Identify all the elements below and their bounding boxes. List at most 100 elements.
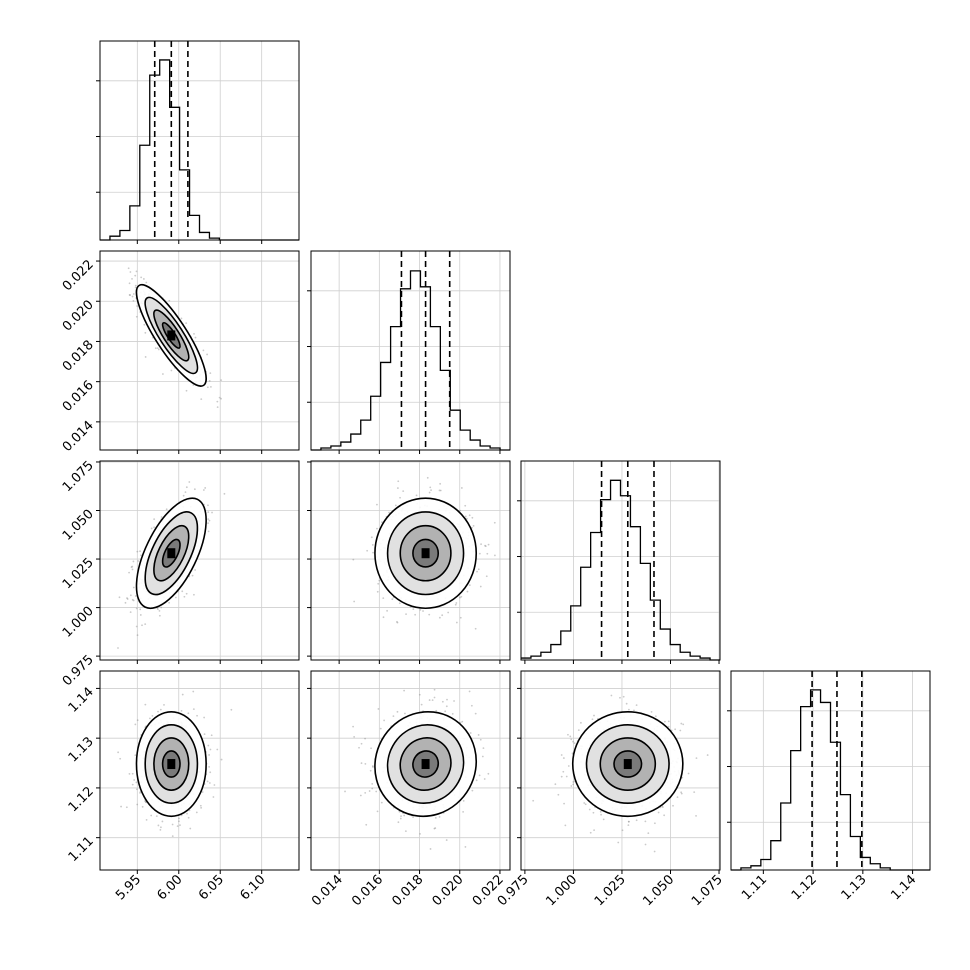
sample-point	[695, 814, 697, 817]
sample-point	[131, 783, 134, 786]
histogram-step	[521, 479, 720, 661]
sample-point	[206, 386, 209, 389]
sample-point	[230, 708, 233, 711]
sample-point	[554, 783, 557, 786]
sample-point	[487, 772, 490, 775]
sample-point	[184, 491, 187, 494]
density-peak	[421, 548, 430, 559]
sample-point	[560, 775, 563, 778]
sample-point	[370, 747, 372, 750]
sample-point	[622, 695, 625, 698]
histogram-step	[731, 689, 930, 871]
sample-point	[431, 699, 434, 702]
sample-point	[466, 517, 468, 520]
sample-point	[199, 804, 202, 807]
sample-point	[170, 369, 173, 372]
sample-point	[654, 715, 657, 718]
sample-point	[391, 598, 394, 601]
sample-point	[133, 779, 136, 781]
sample-point	[429, 486, 432, 489]
sample-point	[392, 715, 395, 718]
sample-point	[627, 820, 630, 823]
sample-point	[353, 600, 356, 603]
sample-point	[209, 748, 212, 751]
sample-point	[397, 480, 400, 483]
sample-point	[181, 693, 184, 696]
sample-point	[376, 527, 378, 530]
y-tick-label: 1.000	[60, 604, 97, 641]
sample-point	[150, 814, 153, 817]
sample-point	[422, 610, 424, 612]
sample-point	[136, 305, 138, 307]
sample-point	[131, 277, 133, 280]
sample-point	[185, 389, 188, 392]
sample-point	[371, 782, 374, 785]
sample-point	[380, 801, 383, 804]
sample-point	[381, 521, 383, 524]
x-tick-label: 0.020	[430, 872, 467, 909]
sample-point	[563, 802, 565, 805]
y-tick-label: 1.075	[60, 458, 97, 495]
panel-border	[99, 40, 300, 241]
sample-point	[209, 372, 212, 375]
sample-point	[145, 818, 148, 821]
x-tick-label: 1.000	[543, 872, 580, 909]
sample-point	[156, 608, 159, 611]
sample-point	[160, 606, 163, 609]
sample-point	[433, 827, 436, 830]
y-tick-label: 1.025	[60, 555, 97, 592]
panel-border	[99, 670, 300, 871]
x-tick-label: 6.00	[155, 872, 186, 903]
sample-point	[415, 494, 418, 497]
sample-point	[196, 714, 198, 717]
sample-point	[619, 696, 621, 699]
sample-point	[532, 799, 535, 802]
sample-point	[438, 616, 441, 619]
sample-point	[149, 717, 151, 720]
panel-content	[127, 267, 223, 409]
sample-point	[135, 315, 138, 318]
sample-point	[171, 823, 174, 826]
sample-point	[125, 806, 128, 809]
sample-point	[377, 708, 380, 710]
panel-background	[100, 251, 299, 450]
sample-point	[592, 811, 595, 814]
sample-point	[426, 476, 429, 479]
sample-point	[402, 490, 405, 493]
sample-point	[210, 385, 212, 388]
x-tick-label: 6.05	[196, 872, 227, 903]
x-tick-label: 0.018	[389, 872, 426, 909]
sample-point	[433, 688, 436, 691]
sample-point	[220, 758, 223, 761]
sample-point	[136, 719, 139, 722]
sample-point	[180, 317, 183, 320]
sample-point	[158, 614, 161, 617]
sample-point	[168, 299, 171, 302]
y-tick-label: 1.12	[66, 784, 97, 815]
sample-point	[667, 725, 670, 728]
sample-point	[181, 590, 184, 593]
sample-point	[120, 805, 122, 808]
sample-point	[577, 729, 580, 732]
sample-point	[207, 511, 210, 514]
sample-point	[396, 621, 399, 624]
sample-point	[352, 558, 355, 561]
sample-point	[158, 609, 161, 612]
sample-point	[664, 720, 666, 723]
sample-point	[187, 712, 190, 715]
sample-point	[223, 492, 226, 495]
sample-point	[134, 274, 137, 277]
sample-point	[377, 582, 380, 585]
sample-point	[479, 585, 482, 588]
sample-point	[207, 504, 209, 507]
sample-point	[572, 783, 575, 786]
sample-point	[445, 839, 448, 841]
sample-point	[178, 817, 180, 820]
histogram-step	[311, 270, 510, 451]
sample-point	[131, 772, 134, 775]
sample-point	[134, 754, 137, 757]
sample-point	[476, 570, 478, 573]
sample-point	[132, 293, 135, 295]
sample-point	[202, 349, 205, 352]
sample-point	[200, 398, 203, 401]
